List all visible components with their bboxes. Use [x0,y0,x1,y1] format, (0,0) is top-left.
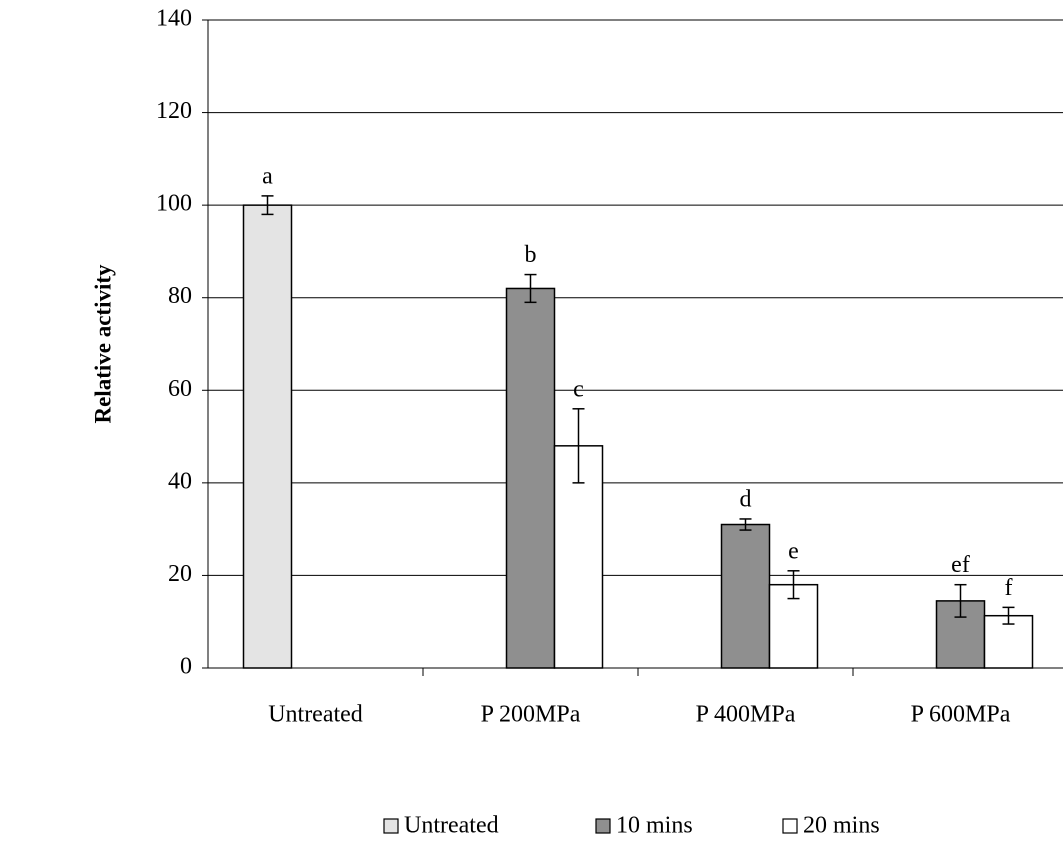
y-tick-label: 40 [168,468,192,494]
y-tick-label: 140 [156,6,192,32]
legend-marker [783,819,797,833]
x-tick-label: Untreated [268,702,363,728]
significance-label: b [525,242,537,268]
significance-label: d [740,486,752,512]
x-tick-label: P 600MPa [911,702,1011,728]
significance-label: e [788,538,799,564]
y-axis-label: Relative activity [90,264,115,424]
bar [244,205,292,668]
significance-label: c [573,376,584,402]
legend-label: 20 mins [803,813,880,839]
significance-label: f [1005,575,1013,601]
x-tick-label: P 400MPa [696,702,796,728]
legend-label: 10 mins [616,813,693,839]
significance-label: a [262,163,273,189]
legend-marker [596,819,610,833]
bar [722,525,770,668]
y-tick-label: 100 [156,191,192,217]
page: Relative activity 0 20 40 60 80 100 120 140 Untr… [0,0,1063,843]
y-tick-label: 0 [180,654,192,680]
legend-label: Untreated [404,813,499,839]
legend-marker [384,819,398,833]
y-tick-label: 80 [168,283,192,309]
y-tick-label: 120 [156,98,192,124]
significance-label: ef [951,552,970,578]
x-tick-label: P 200MPa [481,702,581,728]
bar [507,288,555,668]
chart: Relative activity 0 20 40 60 80 100 120 140 Untr… [0,0,1063,843]
y-tick-label: 60 [168,376,192,402]
y-tick-label: 20 [168,561,192,587]
